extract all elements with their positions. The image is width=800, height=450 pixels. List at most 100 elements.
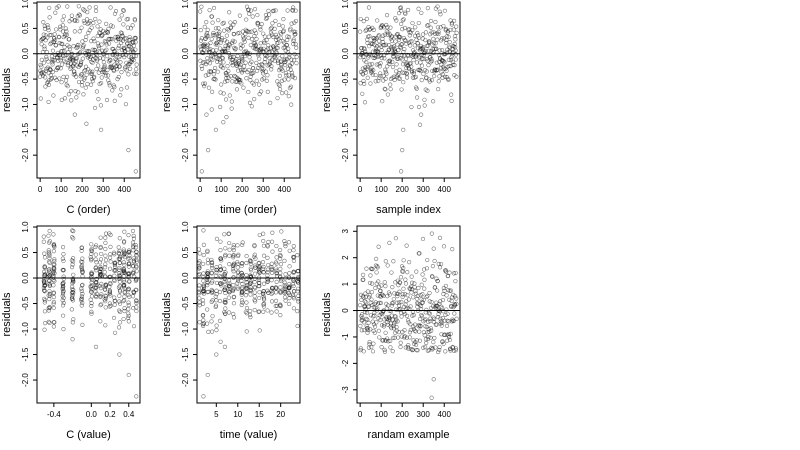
y-tick-label: -1.5 bbox=[21, 122, 30, 136]
data-point bbox=[244, 305, 250, 311]
data-point bbox=[377, 300, 382, 305]
data-point bbox=[231, 311, 236, 317]
data-point bbox=[133, 287, 138, 292]
data-point bbox=[417, 67, 422, 72]
data-point bbox=[420, 300, 425, 305]
data-point bbox=[436, 349, 441, 355]
data-point bbox=[416, 35, 422, 41]
data-point bbox=[117, 236, 122, 241]
data-point bbox=[51, 320, 56, 325]
data-point bbox=[199, 64, 204, 69]
data-point bbox=[265, 255, 270, 260]
data-point bbox=[70, 256, 76, 261]
data-point bbox=[240, 242, 245, 248]
data-point bbox=[268, 100, 273, 105]
data-point bbox=[358, 55, 363, 60]
data-point bbox=[278, 313, 283, 318]
data-point bbox=[430, 274, 435, 279]
data-point bbox=[124, 36, 129, 41]
data-point bbox=[93, 252, 98, 257]
data-point bbox=[205, 269, 210, 274]
data-point bbox=[386, 47, 392, 52]
data-point bbox=[56, 58, 61, 64]
x-tick-label: 400 bbox=[278, 185, 292, 194]
data-point bbox=[401, 265, 406, 271]
data-point bbox=[445, 338, 450, 343]
data-point bbox=[265, 46, 271, 51]
data-point bbox=[291, 255, 296, 260]
data-point bbox=[51, 232, 56, 237]
data-point bbox=[104, 21, 109, 26]
data-point bbox=[89, 303, 94, 309]
data-point bbox=[252, 244, 257, 249]
data-point bbox=[213, 294, 218, 299]
data-point bbox=[42, 273, 47, 278]
data-point bbox=[227, 253, 232, 258]
data-point bbox=[294, 54, 299, 60]
data-point bbox=[222, 272, 227, 277]
data-point bbox=[407, 335, 412, 340]
data-point bbox=[256, 309, 261, 315]
data-point bbox=[216, 34, 221, 39]
data-point bbox=[398, 340, 403, 345]
data-point bbox=[241, 68, 246, 73]
data-point bbox=[269, 266, 274, 271]
data-point bbox=[79, 303, 84, 308]
data-point bbox=[106, 78, 111, 83]
data-point bbox=[70, 320, 75, 325]
data-point bbox=[384, 315, 389, 320]
data-point bbox=[107, 304, 112, 309]
data-point bbox=[54, 27, 59, 32]
x-tick-label: -0.4 bbox=[47, 410, 61, 419]
data-point bbox=[115, 59, 120, 64]
data-point bbox=[246, 7, 251, 12]
data-point bbox=[122, 298, 127, 303]
data-point bbox=[262, 60, 267, 65]
data-point bbox=[77, 13, 82, 18]
data-point bbox=[436, 79, 441, 84]
data-point bbox=[209, 36, 214, 42]
data-point bbox=[253, 265, 258, 270]
data-point bbox=[227, 240, 232, 246]
data-point bbox=[103, 235, 108, 240]
data-point bbox=[117, 289, 123, 294]
data-point bbox=[201, 271, 206, 276]
data-point bbox=[248, 287, 253, 293]
data-point bbox=[394, 18, 399, 23]
data-point bbox=[197, 320, 202, 325]
data-point bbox=[118, 93, 123, 98]
data-point bbox=[438, 316, 443, 321]
data-point bbox=[61, 258, 66, 264]
data-point bbox=[79, 59, 84, 64]
data-point bbox=[63, 78, 69, 83]
data-point bbox=[227, 93, 232, 98]
data-point bbox=[61, 267, 66, 273]
data-point bbox=[73, 89, 78, 94]
data-point bbox=[433, 345, 438, 350]
data-point bbox=[199, 169, 204, 174]
data-point bbox=[89, 251, 94, 257]
data-point bbox=[283, 244, 288, 249]
data-point bbox=[380, 99, 385, 104]
data-point bbox=[425, 88, 430, 93]
data-point bbox=[68, 89, 74, 94]
data-point bbox=[402, 25, 408, 31]
data-point bbox=[235, 265, 240, 270]
data-point bbox=[126, 264, 132, 269]
data-point bbox=[419, 312, 424, 318]
data-point bbox=[248, 280, 253, 285]
data-point bbox=[393, 236, 398, 241]
data-point bbox=[426, 48, 431, 53]
plot-frame bbox=[356, 225, 461, 404]
data-point bbox=[93, 265, 98, 271]
data-point bbox=[215, 69, 220, 74]
data-point bbox=[448, 27, 453, 33]
data-point bbox=[121, 274, 127, 279]
data-point bbox=[435, 279, 440, 284]
data-point bbox=[264, 78, 269, 83]
data-point bbox=[105, 73, 111, 78]
data-point bbox=[244, 17, 249, 22]
data-point bbox=[230, 79, 235, 84]
data-point bbox=[358, 346, 363, 351]
data-point bbox=[121, 7, 126, 13]
